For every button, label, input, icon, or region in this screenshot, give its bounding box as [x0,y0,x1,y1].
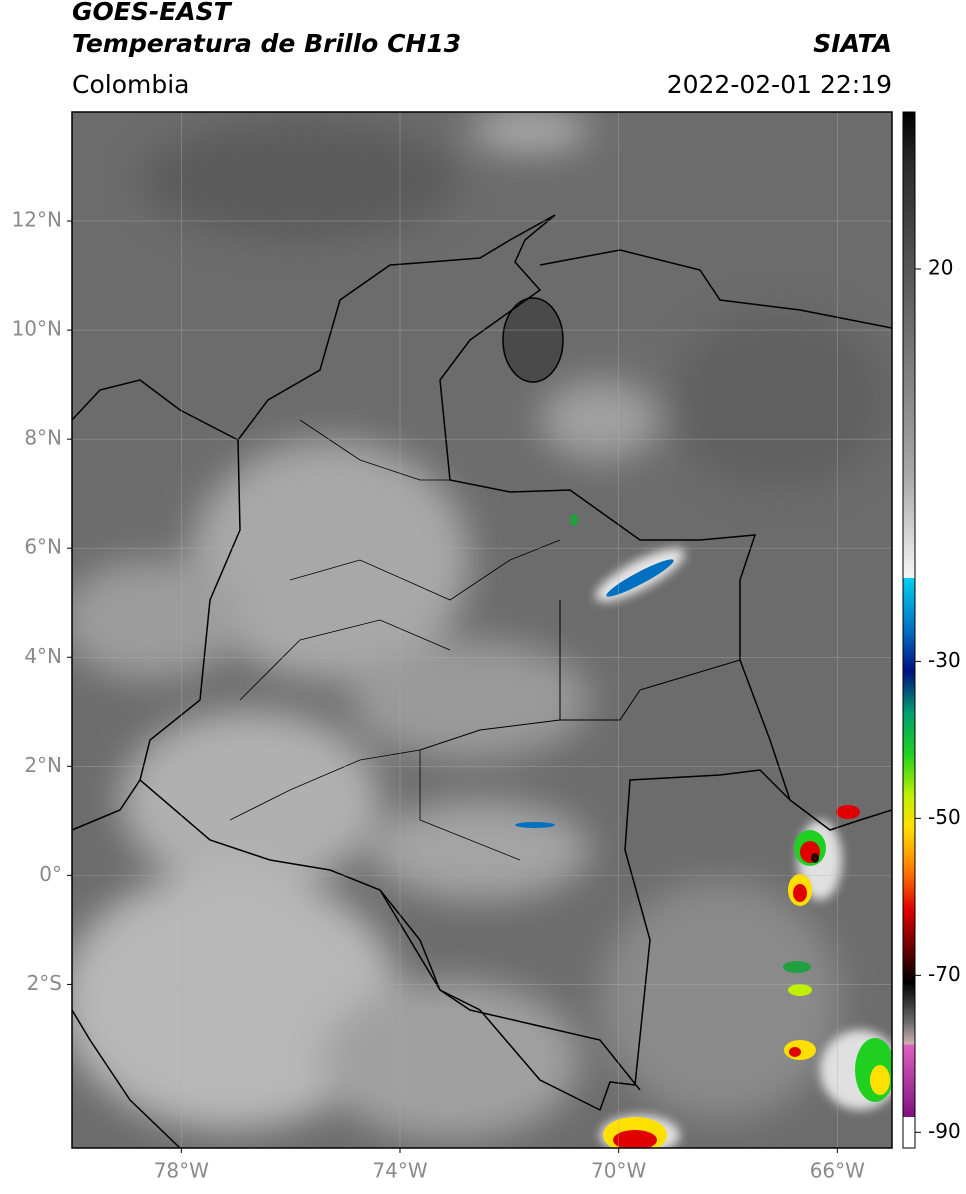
colorbar-label: -90 [928,1119,961,1143]
colorbar-label: -50 [928,805,961,829]
y-tick-label: 8°N [24,426,62,450]
title: GOES-EAST [72,0,233,26]
satellite-image [72,112,892,1148]
map-frame [71,111,893,1149]
colorbar-label: -70 [928,962,961,986]
source: SIATA [813,29,892,58]
region: Colombia [72,70,189,99]
y-tick-label: 2°N [24,753,62,777]
y-tick-label: 6°N [24,535,62,559]
y-tick-label: 0° [39,862,62,886]
x-tick-label: 70°W [591,1159,646,1183]
y-tick-label: 12°N [12,208,62,232]
x-tick-label: 78°W [154,1159,209,1183]
datetime: 2022-02-01 22:19 [667,70,892,99]
y-tick-label: 2°S [27,971,62,995]
grid [72,112,892,1148]
x-tick-label: 66°W [810,1159,865,1183]
lake-maracaibo [502,297,564,383]
subtitle: Temperatura de Brillo CH13 [72,29,461,58]
convective-cells [515,514,892,1148]
colorbar-label: -30 [928,648,961,672]
colorbar-label: 20 [928,255,953,279]
y-tick-label: 4°N [24,644,62,668]
borders [72,214,892,1148]
colorbar [902,111,916,1149]
x-tick-label: 74°W [372,1159,427,1183]
y-tick-label: 10°N [12,317,62,341]
